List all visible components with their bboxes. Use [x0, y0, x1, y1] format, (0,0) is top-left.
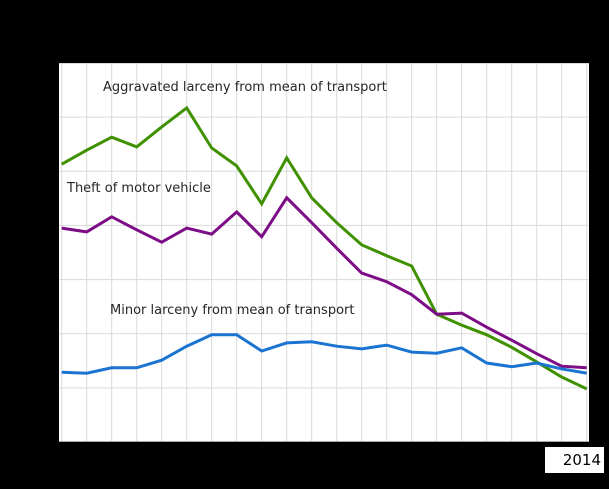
series-line-0	[60, 105, 588, 391]
series-line-2	[61, 333, 587, 375]
series-label-minor-larceny: Minor larceny from mean of transport	[110, 303, 355, 318]
series-line-1	[61, 195, 587, 370]
series-label-aggravated-larceny: Aggravated larceny from mean of transpor…	[103, 80, 387, 95]
x-axis-last-tick-text: 2014	[562, 451, 601, 469]
x-axis-last-tick-label: 2014	[545, 447, 604, 473]
line-chart	[59, 63, 589, 442]
plot-area: Aggravated larceny from mean of transpor…	[59, 63, 589, 442]
series-label-theft-of-motor-vehicle: Theft of motor vehicle	[67, 181, 211, 196]
